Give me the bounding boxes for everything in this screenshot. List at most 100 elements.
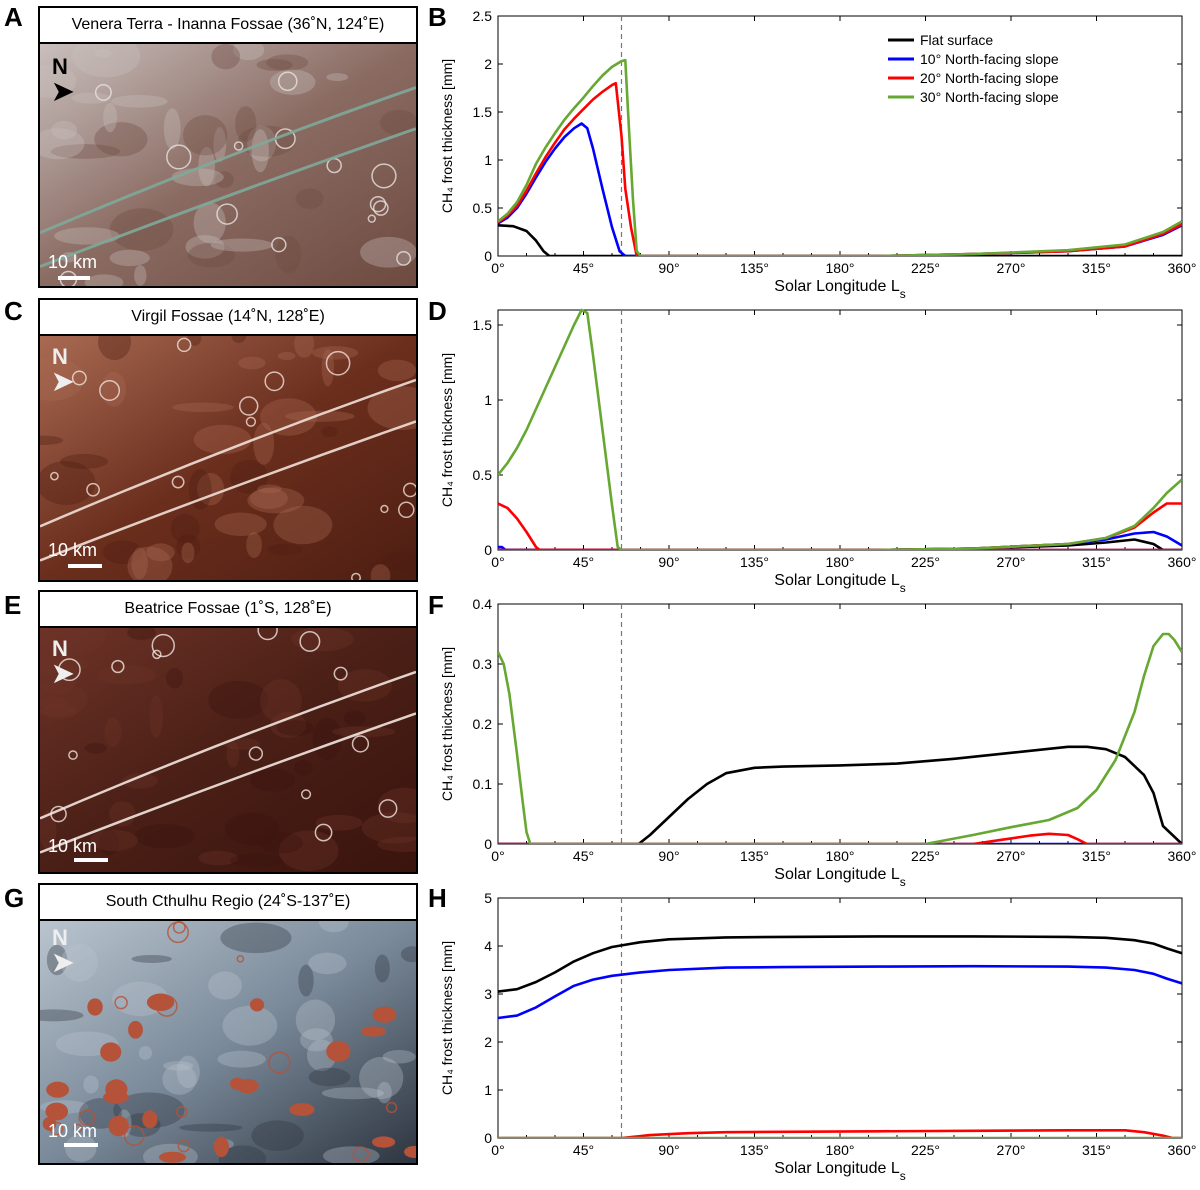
terrain-patch <box>374 954 390 983</box>
red-pit <box>158 1151 187 1163</box>
red-pit <box>213 1136 229 1158</box>
terrain-patch <box>40 658 79 695</box>
crater <box>171 475 185 489</box>
terrain-patch <box>294 336 315 358</box>
crater <box>277 71 298 92</box>
terrain-patch <box>230 853 284 868</box>
north-arrow-icon: ➤ <box>52 947 74 977</box>
y-tick-label: 0 <box>484 836 492 852</box>
chart-d: 0° 45° 90° 135° 180° 225° 270° 315° 360° 0 0.5 1 1.5… <box>430 294 1200 595</box>
x-axis-label-subscript: s <box>900 875 906 889</box>
terrain-patch <box>337 669 392 702</box>
terrain-patch <box>294 759 313 776</box>
terrain-patch <box>89 829 139 852</box>
red-pit <box>371 1136 396 1148</box>
terrain-patch <box>208 680 269 719</box>
y-axis-label: CH₄ frost thickness [mm] <box>439 647 455 801</box>
terrain-patch <box>131 954 172 963</box>
x-tick-label: 135° <box>740 554 769 570</box>
terrain-patch <box>138 1046 153 1060</box>
x-tick-label: 180° <box>826 554 855 570</box>
terrain-patch <box>238 356 266 370</box>
red-pit <box>103 1091 129 1104</box>
x-tick-label: 45° <box>573 848 594 864</box>
photo-panel-a: Venera Terra - Inanna Fossae (36˚N, 124˚… <box>38 6 418 288</box>
terrain-patch <box>40 628 107 657</box>
photo-panel-c: Virgil Fossae (14˚N, 128˚E) N ➤ 10 km <box>38 298 418 582</box>
terrain-patch <box>110 94 168 108</box>
crater <box>123 1125 145 1147</box>
x-tick-label: 315° <box>1082 260 1111 276</box>
series-line-0 <box>498 745 1182 844</box>
x-tick-label: 180° <box>826 848 855 864</box>
chart-b: 0° 45° 90° 135° 180° 225° 270° 315° 360° 0 0.5 1 1.5… <box>430 0 1200 301</box>
series-line-1 <box>498 964 1182 1020</box>
terrain-background <box>40 921 416 1163</box>
scale-bar-g <box>64 1143 98 1147</box>
terrain-patch <box>94 48 112 58</box>
north-label-e: N <box>52 636 68 661</box>
terrain-patch <box>222 1005 278 1046</box>
terrain-patch <box>109 249 150 267</box>
chart-d-svg: 0° 45° 90° 135° 180° 225° 270° 315° 360° 0 0.5 1 1.5… <box>439 308 1197 595</box>
terrain-patch <box>315 814 363 831</box>
crater <box>152 649 162 660</box>
terrain-patch <box>183 115 228 156</box>
terrain-patch <box>64 1134 97 1162</box>
terrain-patch <box>285 410 355 422</box>
terrain-image-c <box>40 336 416 580</box>
panel-letter-f: F <box>428 590 444 620</box>
fossa-trough <box>40 378 416 528</box>
chart-f: 0° 45° 90° 135° 180° 225° 270° 315° 360° 0 0.1 0.2 0… <box>430 588 1200 889</box>
panel-letter-c: C <box>4 296 23 326</box>
terrain-patch <box>96 665 157 685</box>
crater <box>351 572 361 580</box>
terrain-patch <box>46 944 68 976</box>
north-label-a: N <box>52 54 68 79</box>
crater <box>248 746 264 761</box>
x-tick-label: 315° <box>1082 554 1111 570</box>
x-tick-label: 270° <box>997 554 1026 570</box>
terrain-patch <box>163 1061 194 1071</box>
terrain-patch <box>109 801 136 827</box>
x-tick-label: 225° <box>911 554 940 570</box>
red-pit <box>100 1042 122 1062</box>
x-tick-label: 90° <box>658 554 679 570</box>
y-tick-label: 2 <box>484 1034 492 1050</box>
terrain-patch <box>247 487 305 514</box>
terrain-patch <box>291 628 354 652</box>
terrain-patch <box>377 836 416 853</box>
fossa-trough <box>40 420 416 562</box>
photo-title-a: Venera Terra - Inanna Fossae (36˚N, 124˚… <box>40 8 416 44</box>
red-pit <box>326 1040 351 1062</box>
terrain-patch <box>400 946 416 963</box>
x-tick-label: 360° <box>1168 554 1197 570</box>
terrain-patch <box>134 265 147 286</box>
crater <box>216 203 238 225</box>
y-axis-label: CH₄ frost thickness [mm] <box>439 59 455 213</box>
crater <box>57 658 81 682</box>
terrain-patch <box>266 54 309 71</box>
terrain-patch <box>40 682 88 717</box>
crater <box>151 633 175 658</box>
panel-letter-e: E <box>4 590 22 620</box>
fossa-trough <box>40 86 416 235</box>
terrain-patch <box>256 58 293 71</box>
terrain-patch <box>319 921 349 933</box>
terrain-patch <box>40 1009 84 1022</box>
terrain-patch <box>260 398 317 436</box>
red-pit <box>108 1115 129 1137</box>
terrain-patch <box>214 171 234 189</box>
crater <box>352 1146 369 1163</box>
crater <box>333 666 348 681</box>
legend-entry: 30° North-facing slope <box>920 89 1059 105</box>
series-line-0 <box>498 935 1182 993</box>
terrain-patch <box>235 106 257 142</box>
crater <box>50 471 59 481</box>
terrain-patch <box>270 711 307 739</box>
terrain-patch <box>193 424 252 455</box>
red-pit <box>146 993 175 1012</box>
terrain-patch <box>40 128 85 160</box>
terrain-patch <box>176 534 201 559</box>
y-tick-label: 1 <box>484 1082 492 1098</box>
